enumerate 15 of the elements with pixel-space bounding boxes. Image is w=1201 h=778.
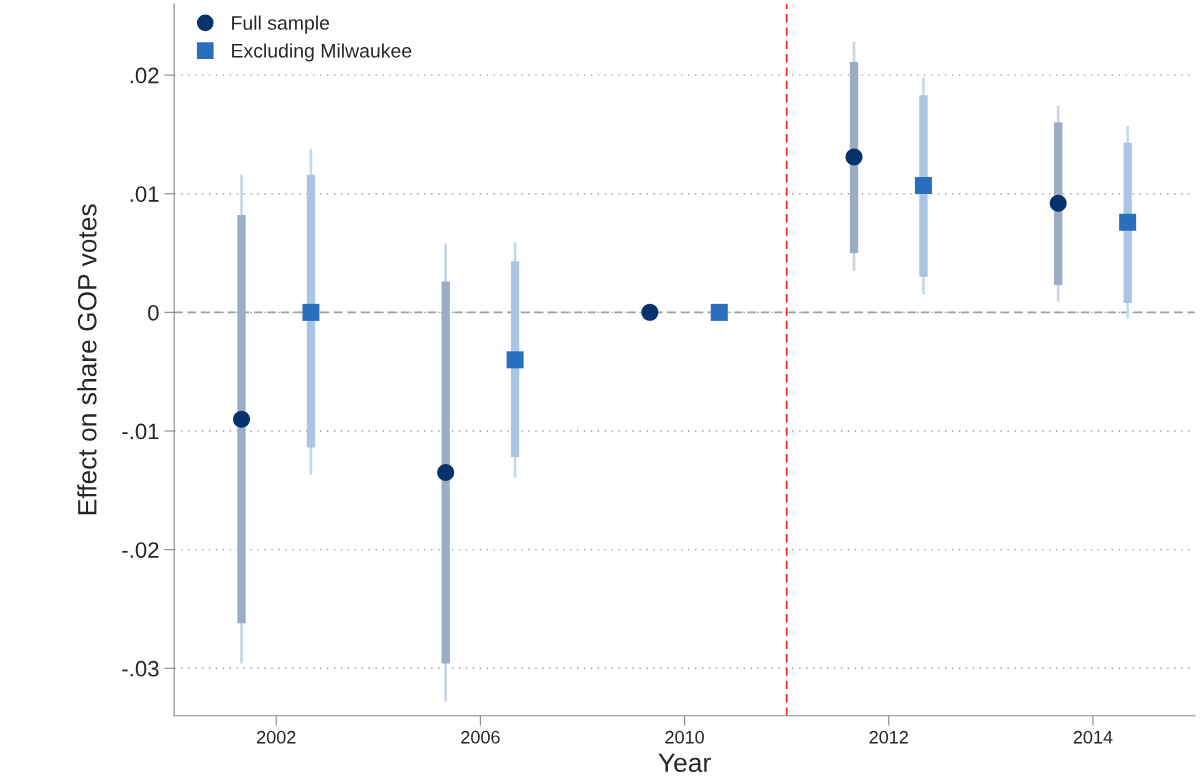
y-tick-label: 0 <box>148 304 159 321</box>
x-tick-label: 2010 <box>665 730 704 744</box>
y-tick-label: -.02 <box>122 542 159 558</box>
x-tick-label: 2006 <box>461 730 500 744</box>
x-tick-label: 2002 <box>257 730 296 744</box>
x-tick-label: 2014 <box>1073 730 1113 744</box>
y-tick-label: .02 <box>130 67 159 84</box>
y-tick-label: -.03 <box>122 660 159 677</box>
legend-label: Full sample <box>232 15 330 34</box>
y-tick-label: .01 <box>130 186 159 202</box>
legend-label: Excluding Milwaukee <box>232 43 412 62</box>
x-axis-title: Year <box>658 753 711 773</box>
y-tick-label: -.01 <box>122 423 159 440</box>
x-tick-label: 2012 <box>869 730 908 744</box>
y-axis-title: Effect on share GOP votes <box>77 204 97 515</box>
